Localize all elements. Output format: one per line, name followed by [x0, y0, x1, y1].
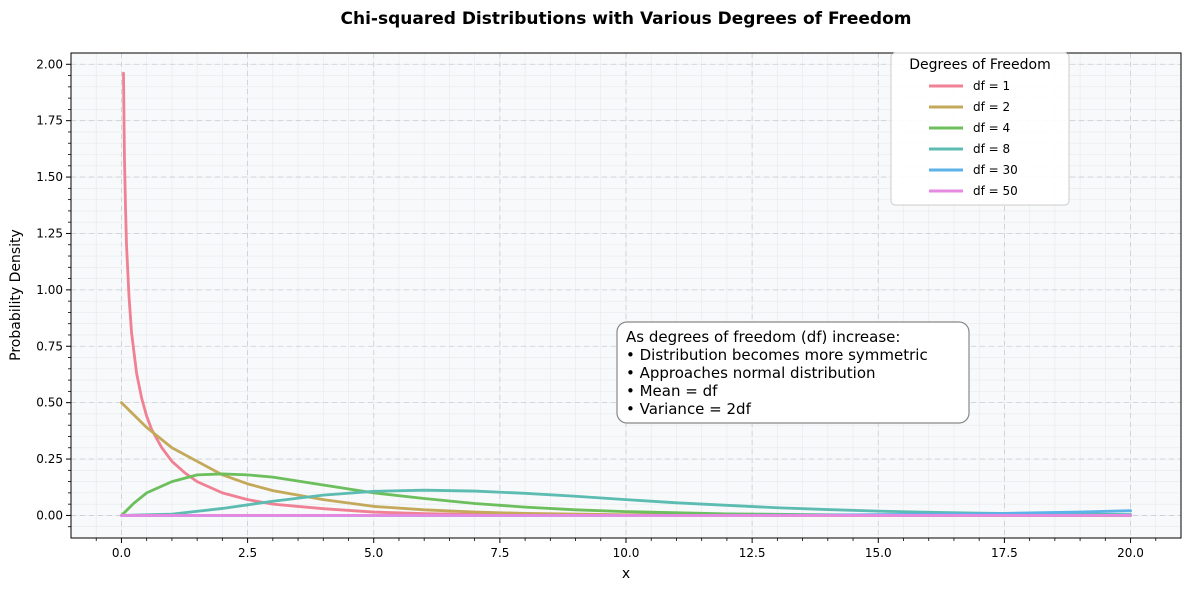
y-tick-label: 1.50 [36, 170, 63, 184]
legend-entry: df = 2 [929, 100, 1010, 114]
y-axis-label: Probability Density [8, 229, 24, 361]
y-axis-ticks: 0.00 0.25 0.50 0.75 1.00 1.25 1.50 1.75 2.00 [36, 57, 71, 528]
annotation-line: As degrees of freedom (df) increase: [626, 328, 900, 346]
legend-entry: df = 1 [929, 79, 1010, 93]
x-tick-label: 20.0 [1117, 546, 1144, 560]
legend-label: df = 30 [973, 163, 1018, 177]
y-tick-label: 0.50 [36, 396, 63, 410]
legend-entry: df = 4 [929, 121, 1010, 135]
legend-entry: df = 50 [929, 184, 1018, 198]
legend-label: df = 4 [973, 121, 1010, 135]
annotation-lines: As degrees of freedom (df) increase:• Di… [626, 328, 928, 418]
legend-entries: df = 1 df = 2 df = 4 df = 8 df = 30 df = 50 [929, 79, 1018, 198]
legend-entry: df = 8 [929, 142, 1010, 156]
x-axis-label: x [622, 566, 630, 582]
chart-title: Chi-squared Distributions with Various D… [341, 9, 912, 29]
legend-label: df = 2 [973, 100, 1010, 114]
x-axis-ticks: 0.0 2.5 5.0 7.5 10.0 12.5 15.0 17.5 20.0 [95, 538, 1157, 560]
x-tick-label: 2.5 [238, 546, 257, 560]
x-tick-label: 7.5 [490, 546, 509, 560]
annotation-line: • Distribution becomes more symmetric [626, 346, 928, 364]
legend-entry: df = 30 [929, 163, 1018, 177]
y-tick-label: 2.00 [36, 57, 63, 71]
y-tick-label: 1.25 [36, 226, 63, 240]
x-tick-label: 15.0 [865, 546, 892, 560]
x-tick-label: 5.0 [364, 546, 383, 560]
y-tick-label: 0.25 [36, 452, 63, 466]
y-tick-label: 1.00 [36, 283, 63, 297]
x-tick-label: 0.0 [112, 546, 131, 560]
annotation-line: • Variance = 2df [626, 400, 752, 418]
annotation-line: • Mean = df [626, 382, 718, 400]
annotation-line: • Approaches normal distribution [626, 364, 876, 382]
y-tick-label: 1.75 [36, 114, 63, 128]
legend-label: df = 50 [973, 184, 1018, 198]
x-tick-label: 10.0 [613, 546, 640, 560]
legend-label: df = 1 [973, 79, 1010, 93]
y-tick-label: 0.00 [36, 508, 63, 522]
annotation-box: As degrees of freedom (df) increase:• Di… [616, 321, 970, 424]
x-tick-label: 17.5 [991, 546, 1018, 560]
legend-label: df = 8 [973, 142, 1010, 156]
legend-box [890, 52, 1070, 206]
x-tick-label: 12.5 [739, 546, 766, 560]
legend: Degrees of Freedom df = 1df = 2df = 4df … [890, 52, 1070, 206]
annotation-frame [616, 321, 970, 424]
legend-title: Degrees of Freedom [909, 57, 1050, 73]
y-tick-label: 0.75 [36, 339, 63, 353]
series-layer [120, 71, 1132, 517]
